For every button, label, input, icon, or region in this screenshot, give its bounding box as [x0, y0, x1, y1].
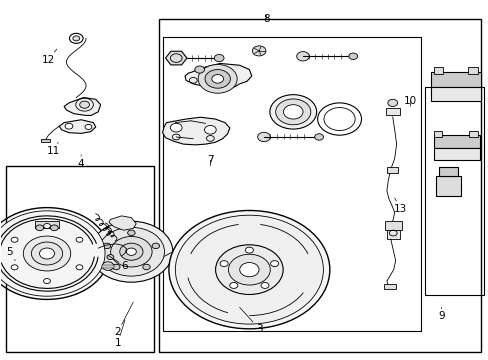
- Circle shape: [275, 99, 310, 125]
- Polygon shape: [433, 148, 479, 160]
- Circle shape: [252, 46, 265, 56]
- Polygon shape: [184, 63, 251, 89]
- Circle shape: [98, 227, 164, 276]
- Bar: [468, 131, 477, 137]
- Text: 1: 1: [114, 320, 125, 348]
- Circle shape: [107, 255, 114, 260]
- Circle shape: [228, 254, 270, 285]
- Text: 6: 6: [108, 255, 128, 271]
- Circle shape: [40, 248, 54, 259]
- Text: 9: 9: [437, 307, 444, 321]
- Bar: [467, 67, 477, 74]
- Circle shape: [102, 262, 114, 270]
- Bar: [159, 19, 480, 352]
- Circle shape: [90, 221, 172, 282]
- Text: 8: 8: [263, 14, 269, 24]
- Bar: [384, 221, 401, 230]
- Circle shape: [36, 225, 43, 231]
- Circle shape: [348, 53, 357, 59]
- Text: 12: 12: [42, 49, 57, 65]
- Circle shape: [11, 265, 18, 270]
- Circle shape: [194, 66, 204, 73]
- Polygon shape: [430, 87, 481, 101]
- Circle shape: [269, 95, 316, 129]
- Circle shape: [283, 105, 303, 119]
- Circle shape: [43, 279, 50, 284]
- Polygon shape: [162, 117, 229, 145]
- Text: 2: 2: [114, 302, 133, 337]
- Bar: [386, 230, 399, 239]
- Circle shape: [126, 248, 136, 255]
- Circle shape: [229, 283, 237, 288]
- Circle shape: [314, 134, 323, 140]
- Circle shape: [211, 75, 223, 83]
- Circle shape: [245, 247, 253, 253]
- Circle shape: [23, 236, 71, 271]
- Circle shape: [257, 132, 270, 141]
- Circle shape: [80, 101, 89, 108]
- Circle shape: [11, 237, 18, 242]
- Bar: [386, 167, 397, 173]
- Polygon shape: [64, 98, 101, 116]
- Circle shape: [170, 123, 182, 132]
- Circle shape: [112, 264, 120, 270]
- Bar: [102, 265, 114, 267]
- Polygon shape: [59, 120, 96, 134]
- Polygon shape: [430, 72, 481, 87]
- Polygon shape: [433, 135, 479, 148]
- Bar: [424, 87, 484, 295]
- Bar: [433, 67, 443, 74]
- Circle shape: [296, 51, 309, 61]
- Text: 5: 5: [6, 247, 15, 261]
- Text: 13: 13: [393, 198, 407, 214]
- Text: 11: 11: [47, 142, 60, 156]
- Circle shape: [215, 245, 283, 294]
- Circle shape: [220, 261, 228, 266]
- Circle shape: [120, 243, 142, 260]
- Circle shape: [31, 242, 62, 265]
- Circle shape: [43, 224, 50, 229]
- Circle shape: [214, 54, 224, 62]
- Circle shape: [270, 261, 278, 266]
- Circle shape: [142, 264, 150, 270]
- Circle shape: [239, 262, 259, 277]
- Circle shape: [73, 36, 80, 41]
- Text: 7: 7: [206, 155, 213, 166]
- Bar: [162, 37, 420, 330]
- Circle shape: [175, 215, 323, 324]
- Text: 4: 4: [78, 155, 84, 169]
- Circle shape: [50, 225, 58, 231]
- Circle shape: [387, 99, 397, 107]
- Text: 3: 3: [239, 307, 262, 334]
- Text: 10: 10: [403, 96, 416, 107]
- Polygon shape: [109, 216, 136, 230]
- Bar: [35, 221, 59, 228]
- Circle shape: [85, 125, 92, 130]
- Polygon shape: [165, 51, 186, 65]
- Circle shape: [65, 123, 73, 129]
- Circle shape: [103, 243, 110, 249]
- Bar: [41, 139, 50, 142]
- Circle shape: [198, 64, 237, 93]
- Bar: [5, 166, 154, 352]
- Polygon shape: [438, 167, 457, 176]
- Bar: [385, 108, 399, 116]
- Circle shape: [76, 237, 82, 242]
- Circle shape: [0, 208, 109, 300]
- Circle shape: [0, 211, 105, 296]
- Circle shape: [204, 69, 230, 88]
- Circle shape: [261, 283, 268, 288]
- Circle shape: [127, 230, 135, 235]
- Bar: [383, 284, 395, 289]
- Circle shape: [168, 211, 329, 329]
- Circle shape: [110, 237, 152, 267]
- Polygon shape: [435, 176, 460, 196]
- Circle shape: [152, 243, 159, 249]
- Circle shape: [204, 126, 216, 134]
- Bar: [433, 131, 442, 137]
- Circle shape: [76, 265, 82, 270]
